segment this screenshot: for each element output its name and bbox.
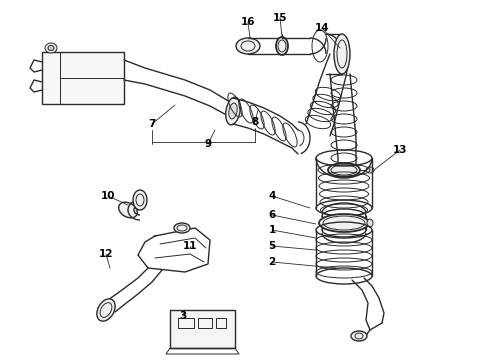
Text: 2: 2: [269, 257, 275, 267]
Bar: [198, 318, 212, 328]
Ellipse shape: [334, 34, 350, 74]
Ellipse shape: [48, 45, 54, 50]
Ellipse shape: [119, 202, 137, 218]
Text: 12: 12: [99, 249, 113, 259]
Ellipse shape: [133, 190, 147, 210]
Text: 8: 8: [251, 117, 259, 127]
Text: 4: 4: [269, 191, 276, 201]
Ellipse shape: [319, 214, 369, 232]
Text: 3: 3: [179, 311, 187, 321]
Ellipse shape: [229, 103, 237, 119]
Ellipse shape: [174, 223, 190, 233]
Text: 5: 5: [269, 241, 275, 251]
Bar: [42, 52, 124, 104]
Text: 10: 10: [101, 191, 115, 201]
Text: 14: 14: [315, 23, 329, 33]
Ellipse shape: [366, 167, 374, 173]
Text: 11: 11: [183, 241, 197, 251]
Bar: [178, 318, 194, 328]
Text: 13: 13: [393, 145, 407, 155]
Ellipse shape: [367, 219, 373, 227]
Ellipse shape: [328, 163, 360, 177]
Bar: [216, 318, 226, 328]
Ellipse shape: [45, 43, 57, 53]
Bar: [170, 310, 235, 348]
Text: 16: 16: [241, 17, 255, 27]
Text: 6: 6: [269, 210, 275, 220]
Text: 7: 7: [148, 119, 156, 129]
Ellipse shape: [97, 299, 115, 321]
Text: 9: 9: [204, 139, 212, 149]
Text: 1: 1: [269, 225, 275, 235]
Ellipse shape: [351, 331, 367, 341]
Ellipse shape: [236, 38, 260, 54]
Ellipse shape: [226, 97, 240, 125]
Text: 15: 15: [273, 13, 287, 23]
Ellipse shape: [276, 37, 288, 55]
